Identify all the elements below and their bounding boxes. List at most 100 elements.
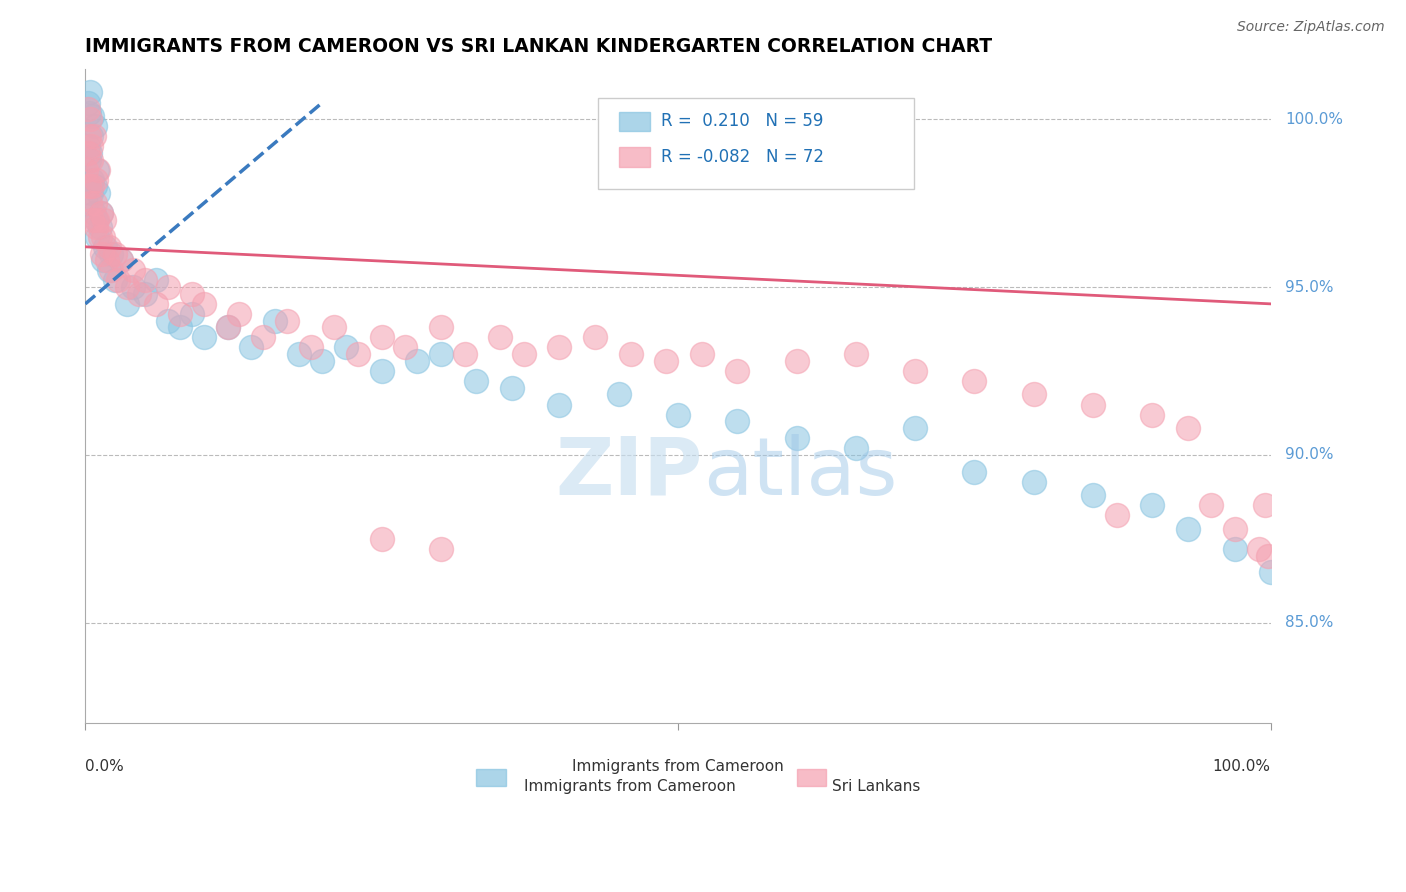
Point — [217, 320, 239, 334]
Point — [83, 129, 105, 144]
Point — [904, 364, 927, 378]
Point — [335, 341, 357, 355]
Point — [1081, 398, 1104, 412]
Point — [107, 273, 129, 287]
Point — [89, 219, 111, 234]
Point — [134, 273, 156, 287]
Point — [1223, 522, 1246, 536]
Text: 85.0%: 85.0% — [1285, 615, 1333, 630]
Point — [84, 172, 107, 186]
Point — [115, 297, 138, 311]
Point — [583, 330, 606, 344]
Point — [110, 253, 132, 268]
Point — [299, 341, 322, 355]
Point — [89, 229, 111, 244]
Point — [100, 246, 122, 260]
Point — [76, 196, 98, 211]
Point — [287, 347, 309, 361]
Point — [619, 347, 641, 361]
Point — [1022, 387, 1045, 401]
Point — [904, 421, 927, 435]
Point — [83, 206, 105, 220]
Point — [276, 313, 298, 327]
Point — [77, 129, 100, 144]
Point — [84, 219, 107, 234]
Point — [80, 139, 103, 153]
Point — [1201, 498, 1223, 512]
Point — [96, 253, 118, 268]
Point — [79, 196, 101, 211]
Point — [82, 109, 104, 123]
Text: 90.0%: 90.0% — [1285, 448, 1333, 462]
Point — [157, 280, 180, 294]
Point — [76, 162, 98, 177]
Point — [145, 273, 167, 287]
Point — [80, 186, 103, 201]
Text: 100.0%: 100.0% — [1285, 112, 1343, 127]
Point — [90, 246, 112, 260]
Text: atlas: atlas — [703, 434, 897, 512]
Point — [93, 213, 115, 227]
Point — [394, 341, 416, 355]
Point — [370, 532, 392, 546]
Point — [347, 347, 370, 361]
Point — [121, 280, 143, 294]
Point — [98, 263, 121, 277]
Point — [430, 347, 453, 361]
Text: 0.0%: 0.0% — [86, 759, 124, 774]
Point — [79, 86, 101, 100]
Point — [110, 253, 132, 268]
Point — [193, 330, 215, 344]
Point — [115, 280, 138, 294]
Point — [963, 374, 986, 388]
Point — [76, 95, 98, 110]
Point — [513, 347, 536, 361]
Point — [1247, 541, 1270, 556]
Text: R =  0.210   N = 59: R = 0.210 N = 59 — [661, 112, 823, 130]
Point — [548, 398, 571, 412]
Bar — [797, 769, 827, 786]
Point — [1105, 508, 1128, 523]
Point — [311, 354, 333, 368]
Point — [77, 153, 100, 167]
Point — [82, 179, 104, 194]
Point — [169, 320, 191, 334]
Point — [90, 206, 112, 220]
Point — [76, 139, 98, 153]
Point — [370, 364, 392, 378]
Text: R = -0.082   N = 72: R = -0.082 N = 72 — [661, 148, 824, 166]
Point — [87, 162, 110, 177]
Point — [690, 347, 713, 361]
Point — [91, 253, 114, 268]
Point — [725, 364, 748, 378]
Text: 95.0%: 95.0% — [1285, 279, 1333, 294]
Point — [666, 408, 689, 422]
Point — [217, 320, 239, 334]
Point — [252, 330, 274, 344]
Point — [157, 313, 180, 327]
Point — [181, 307, 204, 321]
Point — [406, 354, 429, 368]
Point — [145, 297, 167, 311]
Point — [1260, 566, 1282, 580]
Point — [548, 341, 571, 355]
Point — [465, 374, 488, 388]
Point — [98, 240, 121, 254]
Point — [128, 286, 150, 301]
Point — [76, 102, 98, 116]
Point — [845, 441, 868, 455]
Point — [79, 112, 101, 127]
Point — [489, 330, 512, 344]
Point — [1022, 475, 1045, 489]
Point — [77, 105, 100, 120]
Text: Immigrants from Cameroon: Immigrants from Cameroon — [524, 779, 735, 794]
Point — [79, 145, 101, 160]
Point — [370, 330, 392, 344]
Point — [240, 341, 263, 355]
Point — [80, 129, 103, 144]
Point — [786, 354, 808, 368]
Point — [83, 196, 105, 211]
Bar — [477, 769, 506, 786]
Point — [1257, 549, 1279, 563]
Point — [86, 213, 108, 227]
